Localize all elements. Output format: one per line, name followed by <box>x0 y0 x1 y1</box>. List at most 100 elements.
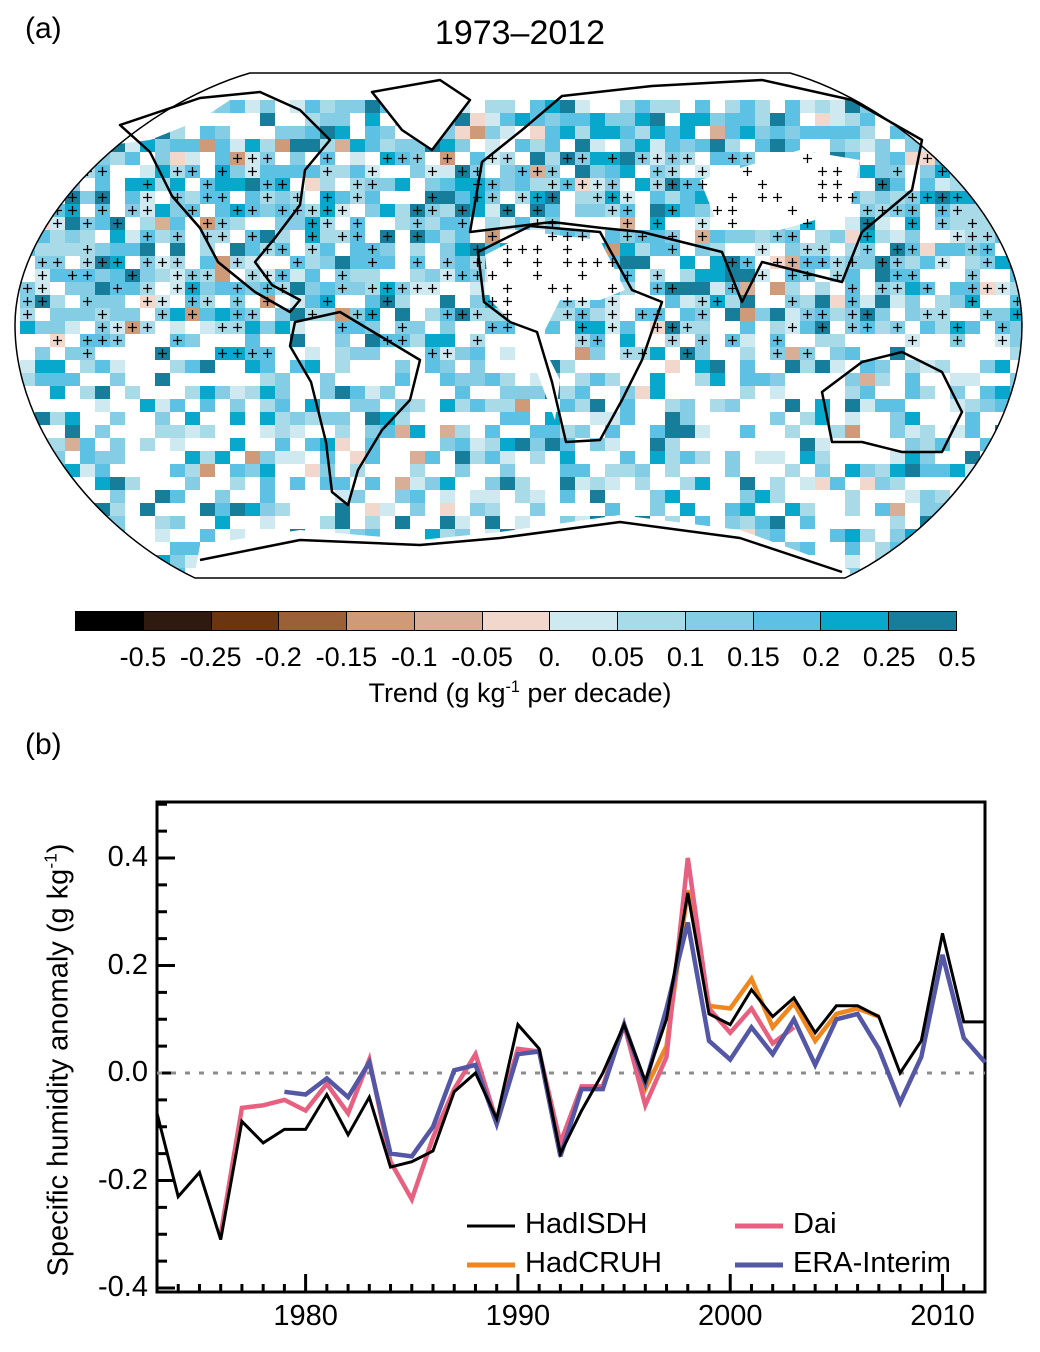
significance-cross <box>368 258 377 267</box>
map-cell <box>410 321 425 334</box>
significance-cross <box>938 219 947 228</box>
significance-cross <box>203 180 212 189</box>
map-cell <box>920 321 935 334</box>
map-cell <box>425 477 440 490</box>
map-cell <box>620 412 635 425</box>
map-cell <box>890 477 905 490</box>
y-axis-label: Specific humidity anomaly (g kg-1) <box>41 844 76 1277</box>
significance-cross <box>233 297 242 306</box>
africa-coast <box>476 224 664 444</box>
map-cell <box>410 165 425 178</box>
map-cell <box>485 438 500 451</box>
significance-cross <box>938 167 947 176</box>
significance-cross <box>773 193 782 202</box>
map-cell <box>875 139 890 152</box>
significance-cross <box>563 232 572 241</box>
significance-cross <box>443 310 452 319</box>
significance-cross <box>608 180 617 189</box>
map-cell <box>335 100 350 113</box>
significance-cross <box>278 206 287 215</box>
map-cell <box>545 152 560 165</box>
map-cell <box>305 464 320 477</box>
map-cell <box>500 438 515 451</box>
map-cell <box>230 386 245 399</box>
map-cell <box>830 334 845 347</box>
map-cell <box>470 438 485 451</box>
map-cell <box>740 516 755 529</box>
map-cell <box>950 282 965 295</box>
map-cell <box>920 165 935 178</box>
map-cell <box>470 373 485 386</box>
map-cell <box>395 295 410 308</box>
significance-cross <box>143 284 152 293</box>
map-cell <box>335 256 350 269</box>
map-cell <box>200 360 215 373</box>
significance-cross <box>653 219 662 228</box>
map-cell <box>740 503 755 516</box>
map-cell <box>275 191 290 204</box>
map-cell <box>665 464 680 477</box>
map-cell <box>830 113 845 126</box>
significance-cross <box>863 310 872 319</box>
map-cell <box>680 295 695 308</box>
significance-cross <box>728 193 737 202</box>
significance-cross <box>548 193 557 202</box>
map-cell <box>455 386 470 399</box>
map-cell <box>740 334 755 347</box>
significance-cross <box>773 349 782 358</box>
map-cell <box>905 282 920 295</box>
map-cell <box>605 425 620 438</box>
map-cell <box>575 126 590 139</box>
map-cell <box>410 464 425 477</box>
colorbar-title-text: Trend (g kg <box>368 678 506 708</box>
map-cell <box>215 152 230 165</box>
significance-cross <box>83 245 92 254</box>
map-cell <box>35 360 50 373</box>
colorbar-swatch <box>211 612 280 630</box>
significance-cross <box>893 284 902 293</box>
map-cell <box>350 490 365 503</box>
significance-cross <box>68 193 77 202</box>
map-cell <box>695 204 710 217</box>
significance-cross <box>323 167 332 176</box>
map-cell <box>95 269 110 282</box>
significance-cross <box>383 297 392 306</box>
map-cell <box>815 100 830 113</box>
map-cell <box>860 165 875 178</box>
significance-cross <box>128 271 137 280</box>
map-cell <box>665 399 680 412</box>
y-tick-label: 0.4 <box>107 841 148 873</box>
map-cell <box>740 100 755 113</box>
map-cell <box>155 217 170 230</box>
map-cell <box>440 165 455 178</box>
map-cell <box>620 152 635 165</box>
significance-cross <box>533 258 542 267</box>
map-cell <box>365 321 380 334</box>
map-cell <box>695 360 710 373</box>
map-cell <box>365 269 380 282</box>
map-cell <box>320 230 335 243</box>
map-cell <box>755 308 770 321</box>
colorbar-tick-label: 0.5 <box>938 642 976 672</box>
map-cell <box>650 373 665 386</box>
map-cell <box>260 204 275 217</box>
significance-cross <box>443 271 452 280</box>
map-cell <box>245 360 260 373</box>
map-cell <box>140 139 155 152</box>
significance-cross <box>83 271 92 280</box>
map-cell <box>680 412 695 425</box>
legend-label: HadCRUH <box>525 1247 662 1279</box>
map-cell <box>95 178 110 191</box>
map-cell <box>500 477 515 490</box>
map-cell <box>155 230 170 243</box>
map-cell <box>710 126 725 139</box>
map-cell <box>230 139 245 152</box>
map-cell <box>410 425 425 438</box>
significance-cross <box>38 297 47 306</box>
colorbar-tick-label: -0.5 <box>119 642 167 672</box>
map-cell <box>35 412 50 425</box>
map-cell <box>695 321 710 334</box>
map-cell <box>125 152 140 165</box>
significance-cross <box>218 349 227 358</box>
map-cell <box>185 191 200 204</box>
